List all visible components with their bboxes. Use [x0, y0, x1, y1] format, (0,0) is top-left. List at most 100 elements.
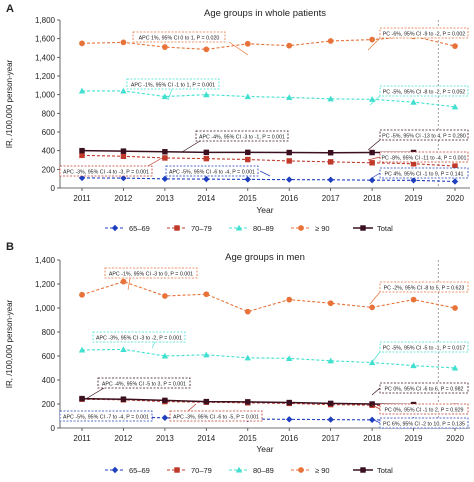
y-tick-label: 1,000 [35, 91, 56, 100]
trend-annotation: APC 1%, 95% CI 0 to 1, P = 0.020 [132, 31, 249, 56]
data-point [286, 399, 292, 406]
y-tick-label: 400 [42, 376, 56, 385]
data-point [368, 96, 376, 102]
annotation-leader [371, 418, 381, 424]
data-point [120, 148, 127, 154]
legend-label: 70–79 [191, 466, 212, 475]
legend-item-total: Total [353, 466, 393, 475]
panel-label: B [6, 241, 14, 253]
x-tick-label: 2015 [239, 434, 257, 443]
x-tick-label: 2019 [405, 194, 423, 203]
annotation-text: APC 1%, 95% CI 0 to 1, P = 0.020 [139, 35, 220, 41]
annotation-text: PC -5%, 95% CI -13 to 4, P = 0.280 [382, 133, 466, 139]
trend-annotation: PC 0%, 95% CI -6 to 6, P = 0.982 [371, 382, 469, 396]
legend: 65–69 70–79 80–89 ≥ 90 Total [105, 466, 393, 475]
x-tick-label: 2016 [280, 434, 298, 443]
y-tick-label: 1,400 [35, 53, 56, 62]
x-tick-label: 2014 [197, 434, 215, 443]
data-point [203, 398, 210, 405]
legend-item-s70_79: 70–79 [167, 224, 212, 233]
legend-item-s65_69: 65–69 [105, 224, 150, 233]
data-point [245, 156, 251, 163]
trend-annotation: APC -3%, 95% CI -4 to -3, P = 0.001 [59, 157, 163, 177]
data-point [327, 400, 334, 407]
data-point [120, 396, 127, 402]
x-tick-label: 2012 [115, 194, 133, 203]
data-point [120, 153, 127, 159]
data-point [286, 176, 293, 183]
annotation-box [195, 130, 289, 142]
legend-label: 70–79 [191, 224, 212, 233]
y-tick-label: 1,800 [35, 16, 56, 25]
annotation-text: APC -5%, 95% CI -6 to -4, P = 0.001 [169, 169, 255, 175]
trend-annotation: PC 6%, 95% CI -2 to 10, P = 0.135 [371, 417, 469, 429]
trend-annotation: PC -5%, 95% CI -13 to 4, P = 0.280 [367, 129, 469, 151]
data-point [368, 176, 376, 184]
x-tick-label: 2018 [363, 434, 381, 443]
data-point [161, 414, 169, 421]
legend-swatch-marker [235, 466, 243, 473]
data-point [203, 351, 210, 358]
legend-swatch-marker [174, 225, 180, 231]
data-point [161, 93, 169, 100]
annotation-box [379, 85, 469, 97]
annotation-text: PC -8%, 95% CI -11 to -4, P = 0.001 [381, 155, 466, 161]
y-tick-label: 200 [42, 400, 56, 409]
annotation-leader [371, 351, 381, 363]
annotation-leader [367, 139, 381, 151]
annotation-text: APC -1%, 95% CI -1 to 1, P = 0.001 [131, 82, 215, 88]
annotation-text: PC -5%, 95% CI -8 to -2, P = 0.052 [383, 89, 466, 95]
data-point [244, 93, 251, 100]
annotation-box [126, 78, 220, 90]
trend-annotation: PC -2%, 95% CI -8 to 5, P = 0.623 [369, 281, 469, 305]
legend: 65–69 70–79 80–89 ≥ 90 Total [105, 224, 393, 233]
chart-panel-a: A Age groups in whole patients 0 200 400 600 8… [5, 3, 470, 233]
legend-label: 65–69 [129, 224, 150, 233]
legend-swatch-marker [235, 224, 243, 231]
data-point [369, 149, 375, 156]
data-point [327, 38, 334, 44]
annotation-box [104, 267, 198, 279]
y-tick-label: 0 [51, 424, 56, 433]
data-point [120, 174, 127, 182]
series-line [81, 177, 456, 183]
data-point [286, 158, 292, 164]
series-line [81, 348, 456, 369]
y-tick-label: 1,600 [35, 35, 56, 44]
x-tick-label: 2014 [197, 194, 215, 203]
annotation-leader [147, 157, 163, 167]
data-point [368, 416, 376, 424]
x-tick-label: 2020 [446, 194, 464, 203]
data-point [286, 149, 292, 156]
trend-annotation: APC -5%, 95% CI -6 to -4, P = 0.001 [165, 165, 271, 177]
data-point [203, 46, 210, 53]
annotation-box [379, 417, 469, 429]
annotation-box [379, 341, 469, 353]
trend-annotation: PC 4%, 95% CI -1 to 9, P = 0.141 [371, 167, 469, 179]
trend-annotation: APC -1%, 95% CI -3 to 0, P = 0.001 [104, 267, 198, 291]
y-axis-label: IR, /100,000 person-year [5, 59, 14, 148]
data-point [369, 304, 375, 311]
data-point [286, 355, 293, 361]
x-tick-label: 2019 [405, 434, 423, 443]
trend-annotation: APC -5%, 95% CI -7 to -4, P = 0.001 [59, 410, 153, 422]
data-point [78, 174, 86, 182]
data-point [245, 399, 251, 405]
data-point [410, 362, 417, 369]
data-point [286, 94, 293, 101]
annotation-box [379, 27, 469, 39]
legend-item-total: Total [353, 224, 393, 233]
data-point [120, 39, 127, 46]
annotation-leader [259, 170, 271, 177]
data-point [244, 354, 251, 361]
x-tick-label: 2012 [115, 434, 133, 443]
legend-label: 80–89 [253, 466, 274, 475]
data-point [286, 296, 293, 303]
data-point [451, 364, 459, 371]
data-point [451, 103, 459, 110]
series-s80_89 [78, 346, 459, 371]
annotation-text: APC -4%, 95% CI -3 to -1, P = 0.001 [199, 134, 285, 140]
data-point [245, 149, 251, 156]
annotation-box [379, 382, 469, 394]
trend-annotation: APC -4%, 95% CI -3 to -1, P = 0.001 [181, 130, 289, 153]
